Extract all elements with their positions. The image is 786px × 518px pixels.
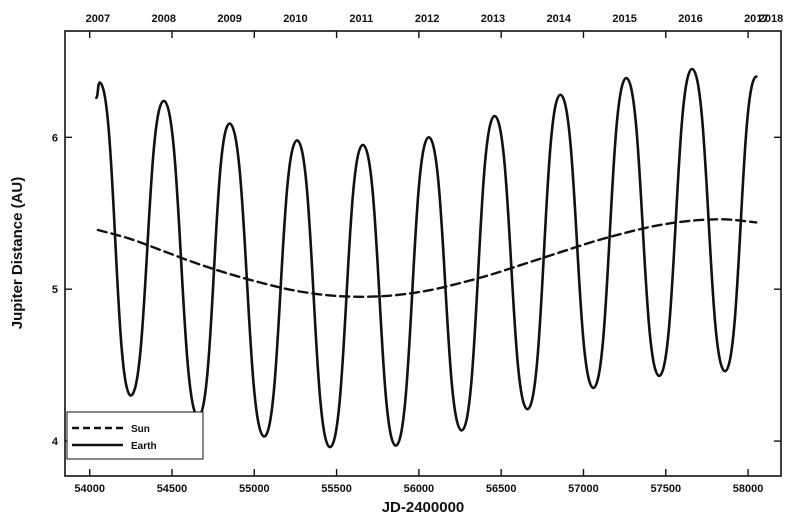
x-tick-label: 57500 xyxy=(650,483,681,495)
top-year-label: 2018 xyxy=(759,13,783,25)
y-tick-label: 6 xyxy=(52,132,58,144)
top-year-label: 2014 xyxy=(547,13,572,25)
top-year-label: 2016 xyxy=(678,13,702,25)
x-tick-label: 58000 xyxy=(733,483,764,495)
x-tick-label: 55000 xyxy=(239,483,270,495)
top-year-label: 2015 xyxy=(612,13,636,25)
x-tick-label: 56500 xyxy=(486,483,517,495)
legend-label-earth: Earth xyxy=(131,441,157,452)
top-year-label: 2008 xyxy=(152,13,176,25)
series-line-earth xyxy=(95,67,758,449)
series-layer xyxy=(95,67,758,449)
top-year-label: 2010 xyxy=(283,13,307,25)
top-year-label: 2009 xyxy=(217,13,241,25)
legend: Sun Earth xyxy=(66,411,204,460)
x-tick-label: 54000 xyxy=(74,483,105,495)
legend-label-sun: Sun xyxy=(131,424,150,435)
x-axis-title: JD-2400000 xyxy=(382,499,465,516)
x-axis-ticks: 54000 54500 55000 55500 56000 56500 57000 57500… xyxy=(74,31,763,495)
y-tick-label: 5 xyxy=(52,284,58,296)
x-tick-label: 57000 xyxy=(568,483,599,495)
x-tick-label: 56000 xyxy=(404,483,435,495)
plot-frame xyxy=(64,30,782,477)
y-axis-title: Jupiter Distance (AU) xyxy=(9,177,26,330)
series-line-sun xyxy=(96,218,758,299)
top-year-label: 2017 xyxy=(744,13,768,25)
y-tick-label: 4 xyxy=(52,436,59,448)
top-year-label: 2012 xyxy=(415,13,439,25)
top-axis-year-labels: 2007 2008 2009 2010 2011 2012 2013 2014 2015 2016… xyxy=(86,13,784,25)
top-year-label: 2007 xyxy=(86,13,110,25)
top-year-label: 2013 xyxy=(481,13,505,25)
x-tick-label: 54500 xyxy=(157,483,188,495)
x-tick-label: 55500 xyxy=(321,483,352,495)
top-year-label: 2011 xyxy=(349,13,373,25)
legend-box xyxy=(66,411,204,460)
